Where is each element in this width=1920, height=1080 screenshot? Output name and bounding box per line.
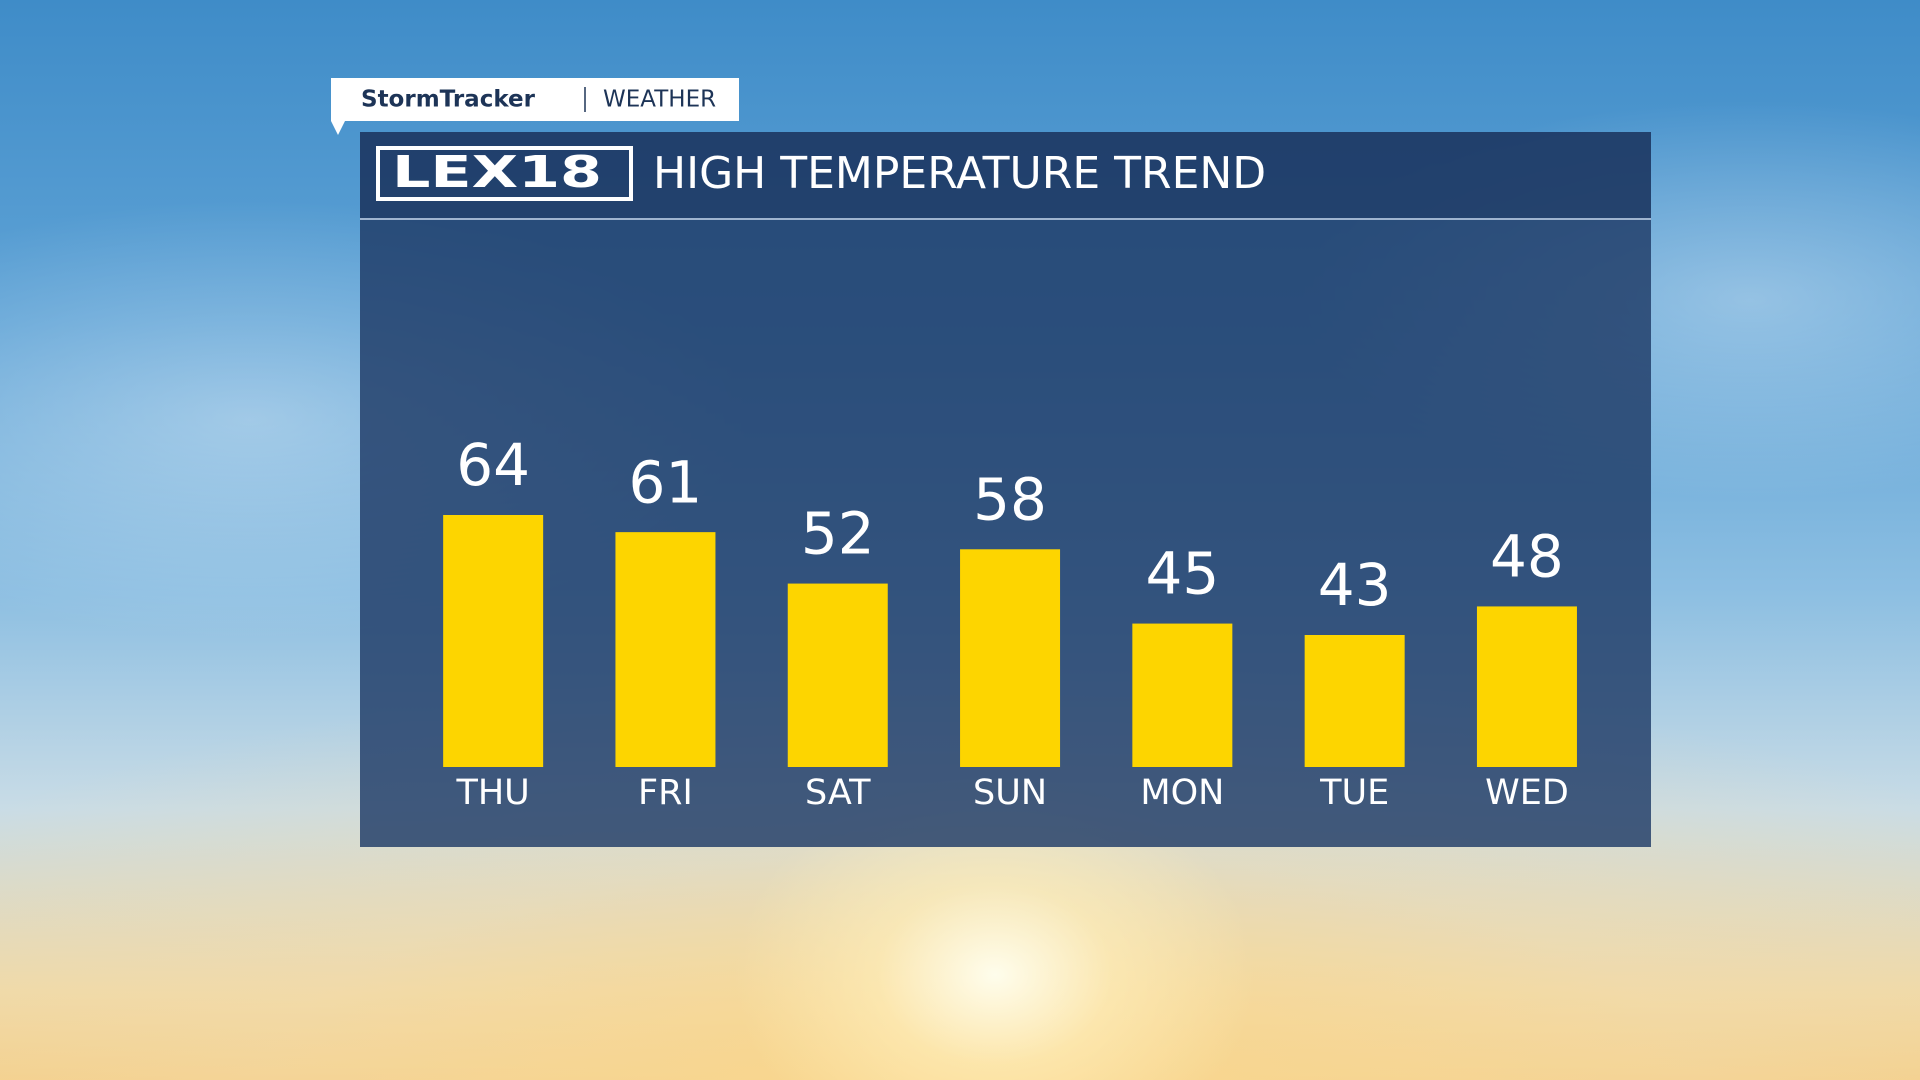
bar <box>787 583 888 767</box>
brand-name: StormTracker <box>361 87 536 113</box>
bar <box>615 532 716 767</box>
brand-section: WEATHER <box>603 87 716 113</box>
x-tick-label: FRI <box>638 773 693 813</box>
bar <box>1132 623 1233 767</box>
bar <box>1476 606 1577 767</box>
bar <box>443 515 544 767</box>
logo-frame <box>376 146 633 201</box>
value-label: 58 <box>973 465 1047 533</box>
x-tick-label: MON <box>1140 773 1224 813</box>
bar <box>1304 635 1405 767</box>
value-label: 61 <box>629 448 703 516</box>
value-label: 48 <box>1490 523 1564 591</box>
x-tick-label: TUE <box>1319 773 1389 813</box>
bar <box>960 549 1061 767</box>
brand-tab <box>331 78 739 121</box>
x-tick-label: THU <box>455 773 529 813</box>
value-label: 52 <box>801 500 875 568</box>
x-tick-label: SAT <box>805 773 871 813</box>
x-tick-label: WED <box>1485 773 1569 813</box>
chart-title: HIGH TEMPERATURE TREND <box>653 148 1266 199</box>
value-label: 45 <box>1145 540 1219 608</box>
value-label: 64 <box>456 431 530 499</box>
x-tick-label: SUN <box>973 773 1047 813</box>
logo: LEX18 <box>392 147 602 198</box>
brand-tab-tip <box>331 121 345 135</box>
value-label: 43 <box>1318 551 1392 619</box>
